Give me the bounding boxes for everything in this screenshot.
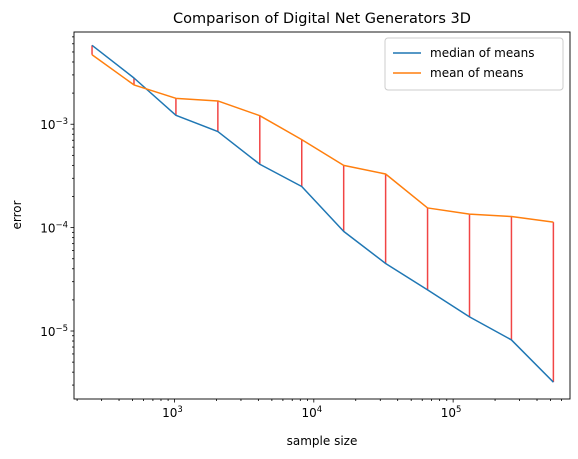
plot-frame <box>73 31 571 400</box>
y-axis-label: error <box>10 200 24 229</box>
x-tick-label: 103 <box>162 405 183 420</box>
chart-title: Comparison of Digital Net Generators 3D <box>173 11 471 27</box>
series-line-0 <box>91 44 554 383</box>
x-axis-label: sample size <box>287 434 358 448</box>
series-layer <box>91 44 554 383</box>
legend: median of means mean of means <box>384 37 564 91</box>
connector-lines <box>91 45 555 383</box>
legend-box <box>384 37 564 91</box>
y-tick-label: 10−3 <box>40 117 68 132</box>
y-tick-label: 10−5 <box>40 324 68 339</box>
legend-label-1: mean of means <box>430 66 524 80</box>
x-tick-label: 105 <box>441 405 462 420</box>
axis-ticks: 103 104 105 10−5 10−4 10−3 <box>40 36 562 420</box>
series-line-1 <box>91 54 554 223</box>
x-tick-label: 104 <box>301 405 322 420</box>
legend-label-0: median of means <box>430 46 534 60</box>
y-tick-label: 10−4 <box>40 221 68 236</box>
